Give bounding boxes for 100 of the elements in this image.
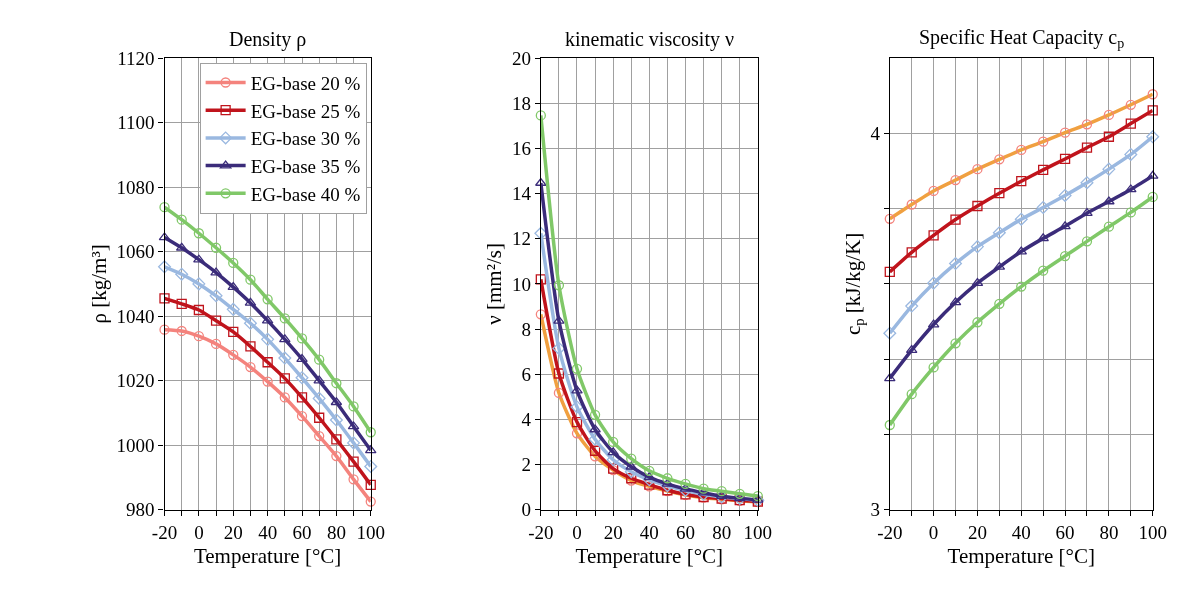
point xyxy=(1125,99,1136,110)
point xyxy=(296,353,308,362)
x-tick-label: 80 xyxy=(1099,521,1119,543)
point xyxy=(994,188,1005,199)
point xyxy=(176,298,187,310)
point xyxy=(1016,281,1027,292)
legend-label: EG-base 35 % xyxy=(250,156,361,178)
point xyxy=(972,163,983,175)
point xyxy=(1103,221,1115,232)
x-tick-label: 40 xyxy=(1011,521,1031,543)
point xyxy=(296,333,308,344)
y-tick-label: 1020 xyxy=(116,370,155,392)
point xyxy=(883,326,897,340)
point xyxy=(906,199,917,210)
y-tick-label: 20 xyxy=(511,47,531,69)
point xyxy=(552,341,566,355)
point xyxy=(1059,221,1071,230)
point xyxy=(295,371,309,385)
y-tick-label: 1060 xyxy=(116,241,155,263)
point xyxy=(994,154,1005,165)
point xyxy=(589,445,601,456)
x-tick-label: 0 xyxy=(928,521,939,543)
point xyxy=(905,344,918,354)
point xyxy=(365,496,376,507)
x-tick-label: 100 xyxy=(1138,521,1167,543)
point xyxy=(1081,236,1093,247)
point xyxy=(209,289,223,303)
point xyxy=(279,392,290,403)
point xyxy=(228,257,239,269)
point xyxy=(589,409,601,420)
point xyxy=(927,276,941,290)
y-tick-label: 4 xyxy=(521,409,532,430)
point xyxy=(644,465,655,476)
x-tick-label: 40 xyxy=(639,521,659,543)
point xyxy=(972,200,983,212)
point xyxy=(331,450,342,462)
point xyxy=(992,226,1006,240)
x-tick-label: 20 xyxy=(223,521,243,543)
point xyxy=(626,453,637,464)
point xyxy=(312,391,326,405)
point xyxy=(1058,188,1072,202)
y-tick-label: 1080 xyxy=(116,176,155,198)
x-tick-label: 100 xyxy=(356,521,385,543)
y-tick-label: 18 xyxy=(511,92,531,114)
point xyxy=(331,378,342,389)
x-tick-label: 20 xyxy=(603,521,623,543)
point xyxy=(553,280,565,291)
point xyxy=(1080,176,1094,190)
point xyxy=(314,354,325,365)
point xyxy=(1016,176,1027,187)
point xyxy=(193,330,205,342)
point xyxy=(1036,201,1050,215)
legend-label: EG-base 20 % xyxy=(250,72,361,94)
point xyxy=(588,432,602,446)
y-tick-label: 8 xyxy=(521,318,531,340)
point xyxy=(365,427,376,438)
point xyxy=(348,401,359,412)
point xyxy=(950,214,961,225)
point xyxy=(1103,131,1115,142)
point xyxy=(1059,127,1071,138)
y-tick-label: 14 xyxy=(511,183,532,205)
x-tick-label: 80 xyxy=(326,521,346,543)
point xyxy=(553,368,565,379)
y-tick-label: 10 xyxy=(511,273,531,295)
chart-title: kinematic viscosity ν xyxy=(565,28,735,51)
point xyxy=(662,473,673,484)
point xyxy=(158,260,172,274)
point xyxy=(884,419,895,431)
y-tick-label: 1000 xyxy=(116,434,155,456)
point xyxy=(331,434,342,445)
point xyxy=(1081,119,1093,130)
point xyxy=(571,385,583,394)
point xyxy=(734,488,745,499)
point xyxy=(245,341,256,352)
y-tick-label: 2 xyxy=(521,454,531,476)
x-tick-label: 60 xyxy=(292,521,312,543)
point xyxy=(1124,147,1138,161)
point xyxy=(193,228,205,239)
point xyxy=(314,412,325,423)
point xyxy=(227,281,240,291)
point xyxy=(950,174,961,186)
y-tick-label: 16 xyxy=(511,138,531,160)
point xyxy=(348,456,359,467)
point xyxy=(261,332,275,346)
point xyxy=(210,242,222,253)
point xyxy=(553,315,565,324)
x-tick-label: -20 xyxy=(151,521,178,543)
y-axis-title: ρ [kg/m³] xyxy=(86,244,111,324)
point xyxy=(1147,191,1158,203)
point xyxy=(175,267,189,281)
point xyxy=(1016,144,1027,156)
point xyxy=(1103,196,1115,205)
point xyxy=(245,361,256,373)
point xyxy=(716,485,727,497)
point xyxy=(535,274,546,285)
point xyxy=(1103,109,1115,121)
point xyxy=(606,453,620,467)
x-tick-label: -20 xyxy=(528,521,554,543)
point xyxy=(314,430,325,442)
point xyxy=(1146,130,1160,144)
